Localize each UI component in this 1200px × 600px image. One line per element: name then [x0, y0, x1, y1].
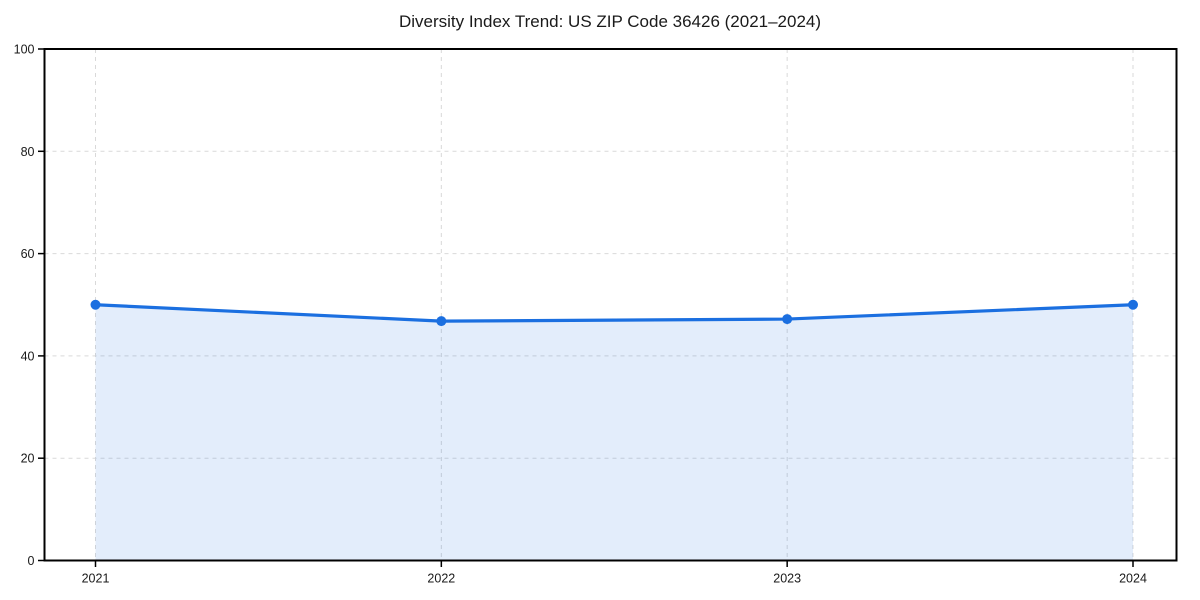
plot-border [43, 48, 1178, 562]
x-tick-label: 2023 [773, 572, 801, 586]
area-fill-path [95, 304, 1133, 561]
y-tick-label: 80 [21, 145, 35, 159]
tick-labels: 0 20 40 60 80 100 2021 2022 2023 2024 [14, 43, 1147, 586]
data-point-2024 [1128, 299, 1138, 310]
data-point-2023 [782, 314, 793, 325]
gridlines [44, 48, 1177, 561]
trend-line-path [93, 303, 1135, 323]
trend-line [93, 303, 1135, 323]
y-tick-label: 20 [21, 452, 35, 466]
axes [38, 48, 1178, 567]
y-tick-label: 40 [21, 349, 35, 363]
chart-title: Diversity Index Trend: US ZIP Code 36426… [398, 12, 822, 31]
x-tick-label: 2022 [427, 572, 455, 586]
x-tick-label: 2021 [82, 572, 110, 586]
y-tick-label: 0 [28, 554, 35, 568]
y-tick-label: 60 [21, 247, 35, 261]
data-point-2021 [90, 299, 101, 310]
data-point-2022 [436, 316, 447, 327]
data-points [90, 299, 1138, 327]
area-fill [95, 304, 1133, 561]
x-tick-label: 2024 [1119, 572, 1147, 586]
y-tick-label: 100 [14, 43, 35, 57]
